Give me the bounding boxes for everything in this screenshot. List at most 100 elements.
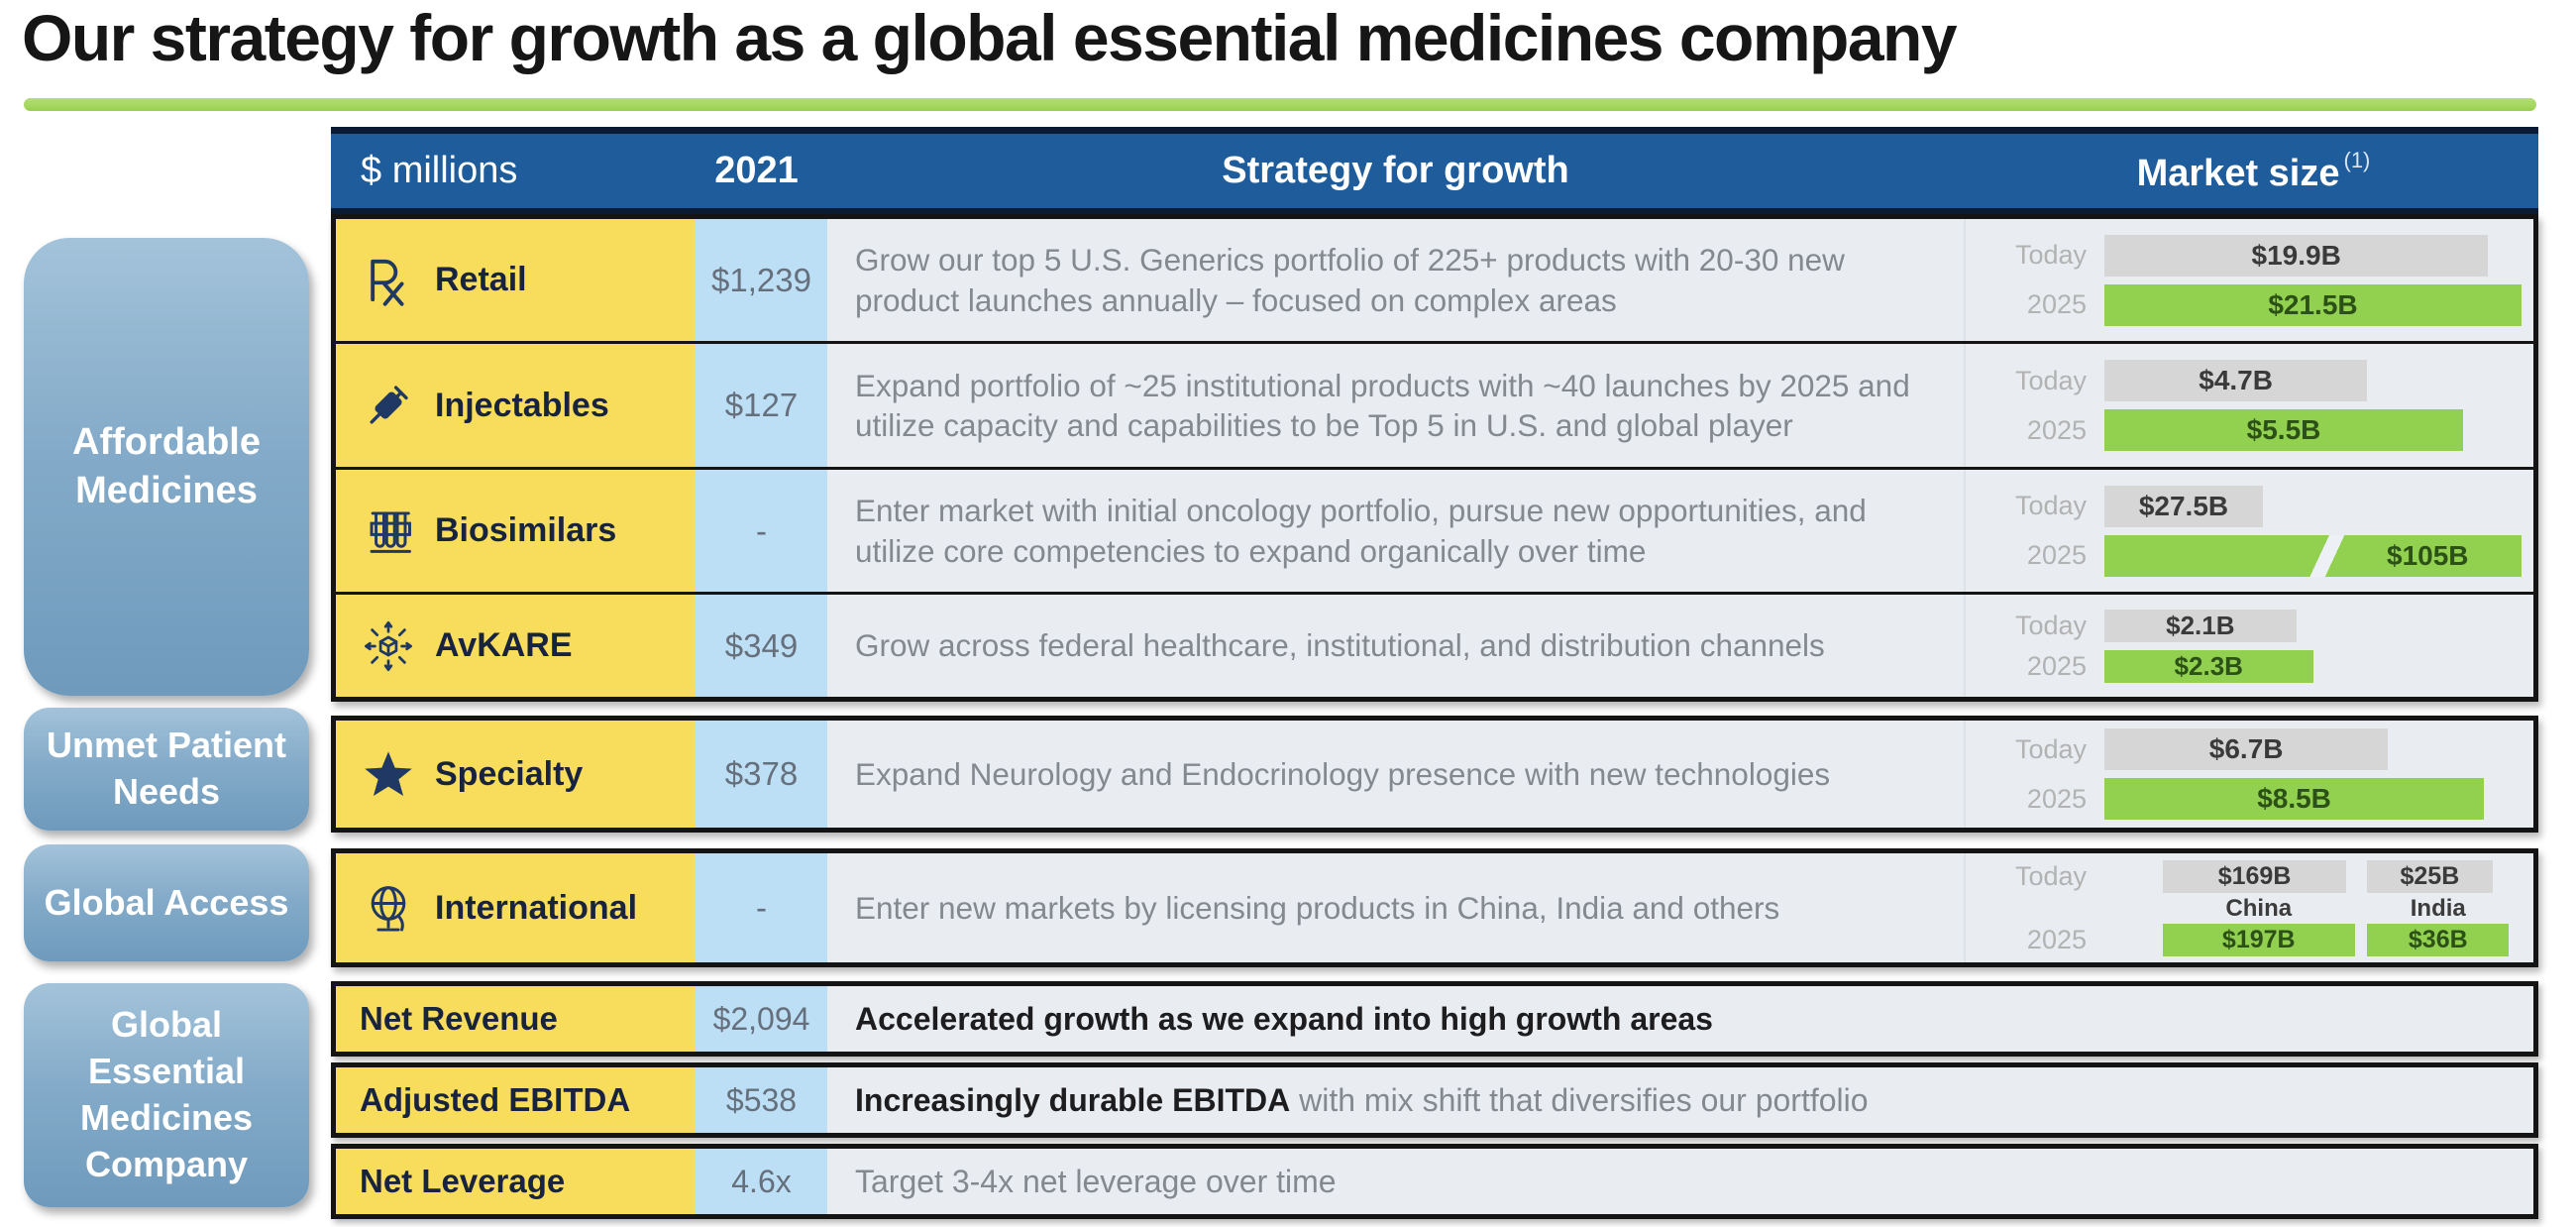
segment-label: AvKARE: [435, 626, 573, 664]
bar-value: $25B: [2400, 861, 2460, 890]
distribution-network-icon: [360, 620, 417, 672]
segment-2021-value: $1,239: [696, 219, 827, 341]
market-size-chart: Today $2.1B 2025 $2.3B: [1964, 595, 2533, 697]
market-bar-india-2025: $36B: [2367, 923, 2510, 956]
test-tubes-icon: [360, 505, 417, 557]
bar-value: $6.7B: [2208, 733, 2284, 764]
column-header-2021: 2021: [714, 150, 799, 191]
bar-row-label-2025: 2025: [2026, 783, 2087, 814]
table-row-retail: Retail $1,239 Grow our top 5 U.S. Generi…: [336, 219, 2533, 344]
commentary-bold: Increasingly durable EBITDA: [855, 1081, 1291, 1118]
rx-prescription-icon: [360, 255, 417, 306]
commentary-rest: with mix shift that diversifies our port…: [1290, 1081, 1869, 1118]
segment-strategy-text: Grow across federal healthcare, institut…: [827, 595, 1964, 697]
segment-2021-value: $127: [696, 344, 827, 467]
sidebar-pill-label: Affordable Medicines: [72, 420, 261, 511]
market-bar-today: $2.1B: [2104, 609, 2297, 642]
bar-value: $2.3B: [2174, 650, 2243, 681]
market-bar-2025: $2.3B: [2104, 649, 2313, 683]
specialty-block: Specialty $378 Expand Neurology and Endo…: [331, 716, 2538, 833]
bar-row-label-2025: 2025: [2026, 924, 2087, 954]
bar-value: $5.5B: [2246, 414, 2321, 445]
sidebar-pill-label: Global Essential Medicines Company: [79, 1004, 254, 1184]
table-row-avkare: AvKARE $349 Grow across federal healthca…: [336, 595, 2533, 697]
bar-row-label-2025: 2025: [2026, 414, 2087, 445]
segment-2021-value: $378: [696, 721, 827, 828]
segment-label: Specialty: [435, 754, 584, 793]
bar-row-label-2025: 2025: [2026, 540, 2087, 570]
segment-2021-value: $349: [696, 595, 827, 697]
commentary-rest: Target 3-4x net leverage over time: [855, 1163, 1337, 1199]
segment-label: International: [435, 888, 638, 927]
segment-label-cell: Specialty: [336, 721, 696, 828]
star-icon: [360, 748, 417, 800]
market-bar-today: $4.7B: [2104, 360, 2368, 401]
bar-value: $27.5B: [2138, 490, 2229, 521]
bar-value: $4.7B: [2199, 365, 2273, 395]
market-size-chart: Today $6.7B 2025 $8.5B: [1964, 721, 2533, 828]
segment-strategy-text: Expand Neurology and Endocrinology prese…: [827, 721, 1964, 828]
market-size-chart-international: Today $169B $25B China India 2025: [1964, 853, 2533, 962]
financial-2021-value: $2,094: [696, 986, 827, 1052]
market-size-chart: Today $27.5B 2025 $105B: [1964, 470, 2533, 592]
column-header-millions: $ millions: [361, 150, 518, 191]
segment-strategy-text: Enter market with initial oncology portf…: [827, 470, 1964, 592]
table-row-biosimilars: Biosimilars - Enter market with initial …: [336, 470, 2533, 595]
page-title: Our strategy for growth as a global esse…: [22, 1, 1958, 74]
table-row-injectables: Injectables $127 Expand portfolio of ~25…: [336, 344, 2533, 470]
sidebar-pill-affordable-medicines: Affordable Medicines: [24, 238, 309, 696]
bar-value: $8.5B: [2257, 783, 2331, 814]
country-label-china: China: [2225, 894, 2293, 922]
market-size-label: Market size: [2136, 152, 2340, 194]
bar-value: $197B: [2221, 925, 2296, 953]
bar-row-label-today: Today: [2014, 860, 2087, 891]
commentary-bold: Accelerated growth as we expand into hig…: [855, 1000, 1713, 1037]
column-header-strategy: Strategy for growth: [1222, 150, 1569, 191]
market-bar-india-today: $25B: [2367, 859, 2493, 893]
globe-icon: [360, 882, 417, 934]
financial-2021-value: 4.6x: [696, 1149, 827, 1214]
market-bar-2025-axis-break: $105B: [2104, 534, 2522, 577]
financial-2021-value: $538: [696, 1067, 827, 1133]
international-block: International - Enter new markets by lic…: [331, 848, 2538, 967]
bar-row-label-today: Today: [2014, 610, 2087, 640]
table-row-adjusted-ebitda: Adjusted EBITDA $538 Increasingly durabl…: [331, 1062, 2538, 1138]
segment-strategy-text: Enter new markets by licensing products …: [827, 853, 1964, 962]
financial-commentary: Target 3-4x net leverage over time: [827, 1149, 2533, 1214]
segment-label: Biosimilars: [435, 511, 617, 549]
segment-label-cell: International: [336, 853, 696, 962]
segment-label-cell: AvKARE: [336, 595, 696, 697]
segment-2021-value: -: [696, 853, 827, 962]
bar-row-label-2025: 2025: [2026, 289, 2087, 319]
table-row-net-leverage: Net Leverage 4.6x Target 3-4x net levera…: [331, 1144, 2538, 1219]
bar-row-label-today: Today: [2014, 240, 2087, 270]
sidebar-pill-global-access: Global Access: [24, 844, 309, 961]
segment-label-cell: Biosimilars: [336, 470, 696, 592]
affordable-medicines-block: Retail $1,239 Grow our top 5 U.S. Generi…: [331, 214, 2538, 702]
financial-label: Net Revenue: [336, 986, 696, 1052]
sidebar-pill-label: Unmet Patient Needs: [46, 725, 287, 812]
market-bar-today: $27.5B: [2104, 485, 2263, 527]
bar-value: $2.1B: [2166, 610, 2235, 640]
bar-value: $19.9B: [2251, 239, 2341, 271]
country-label-india: India: [2410, 894, 2466, 922]
market-bar-today: $19.9B: [2104, 234, 2489, 277]
footnote-marker: (1): [2343, 147, 2371, 172]
syringe-icon: [360, 380, 417, 431]
table-row-international: International - Enter new markets by lic…: [336, 853, 2533, 962]
market-bar-china-today: $169B: [2162, 859, 2347, 893]
segment-label: Retail: [435, 261, 527, 298]
market-bar-china-2025: $197B: [2162, 923, 2355, 956]
market-bar-2025: $8.5B: [2104, 778, 2485, 820]
financial-label: Adjusted EBITDA: [336, 1067, 696, 1133]
table-row-net-revenue: Net Revenue $2,094 Accelerated growth as…: [331, 981, 2538, 1057]
bar-row-label-2025: 2025: [2026, 650, 2087, 681]
financial-commentary: Accelerated growth as we expand into hig…: [827, 986, 2533, 1052]
segment-strategy-text: Grow our top 5 U.S. Generics portfolio o…: [827, 219, 1964, 341]
segment-label: Injectables: [435, 386, 609, 424]
segment-label-cell: Retail: [336, 219, 696, 341]
table-header-row: $ millions 2021 Strategy for growth Mark…: [331, 127, 2538, 214]
market-bar-today: $6.7B: [2104, 728, 2389, 770]
bar-row-label-today: Today: [2014, 733, 2087, 764]
